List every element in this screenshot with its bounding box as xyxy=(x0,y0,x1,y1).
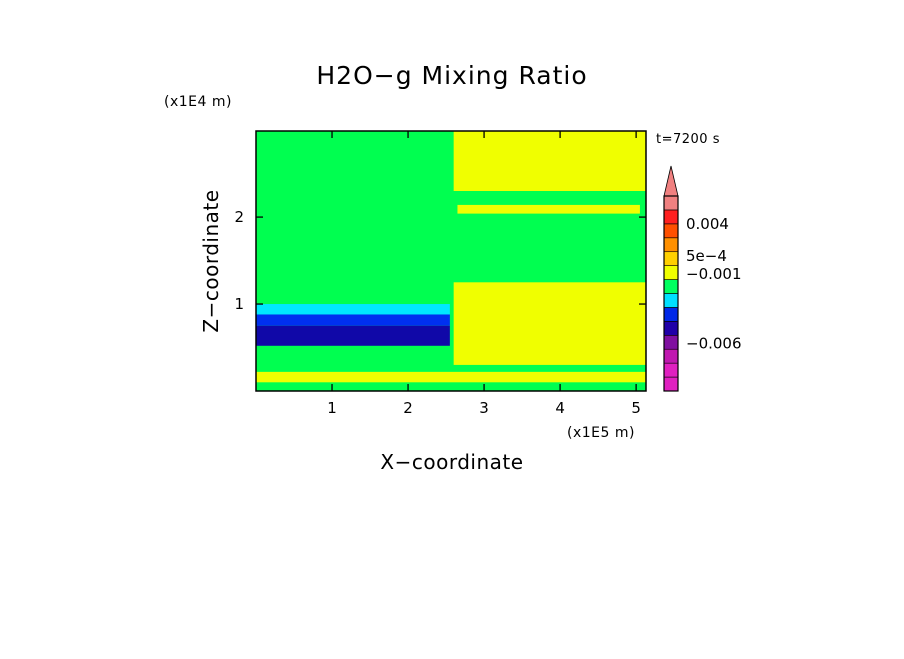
mixing-ratio-field xyxy=(256,131,646,391)
x-axis-label: X−coordinate xyxy=(380,450,523,474)
x-tick-label-5: 5 xyxy=(631,399,641,417)
colorbar-level-13 xyxy=(663,195,679,211)
colorbar-level-3 xyxy=(663,334,679,350)
x-tick-label-2: 2 xyxy=(403,399,413,417)
colorbar-level-1 xyxy=(663,362,679,378)
region-lower-left-blue xyxy=(256,314,450,326)
colorbar-label-0: 0.004 xyxy=(686,215,729,233)
y-axis-label: Z−coordinate xyxy=(199,189,223,332)
chart-title: H2O−g Mixing Ratio xyxy=(316,61,587,90)
colorbar-label-3: −0.006 xyxy=(686,335,742,353)
colorbar: 0.004 5e−4−0.001 −0.006 xyxy=(663,165,742,392)
colorbar-level-9 xyxy=(663,251,679,266)
colorbar-level-8 xyxy=(663,265,679,280)
colorbar-level-11 xyxy=(663,223,679,239)
x-axis-ticks: 1 2 3 4 5 xyxy=(327,131,641,417)
colorbar-level-0 xyxy=(663,376,679,392)
region-right-lower-yellow xyxy=(453,282,646,365)
region-mid-band-yellow xyxy=(457,204,640,214)
y-scale-label: (x1E4 m) xyxy=(164,94,232,110)
colorbar-level-6 xyxy=(663,293,679,308)
x-tick-label-3: 3 xyxy=(479,399,489,417)
x-tick-label-1: 1 xyxy=(327,399,337,417)
region-lower-left-cyan xyxy=(256,304,450,315)
colorbar-level-7 xyxy=(663,279,679,294)
plot-frame xyxy=(255,130,647,392)
region-lower-left-navy xyxy=(256,325,450,346)
time-label: t=7200 s xyxy=(656,132,720,147)
region-right-upper-yellow xyxy=(453,131,646,191)
x-tick-label-4: 4 xyxy=(555,399,565,417)
colorbar-label-2: −0.001 xyxy=(686,265,742,283)
y-axis-ticks: 12 xyxy=(234,208,646,313)
colorbar-extend-arrow xyxy=(663,165,679,197)
x-scale-label: (x1E5 m) xyxy=(567,425,635,441)
colorbar-frame xyxy=(663,195,679,392)
y-tick-label-1: 1 xyxy=(234,295,244,313)
region-near-surface-yellow xyxy=(256,371,646,383)
colorbar-level-4 xyxy=(663,321,679,336)
colorbar-level-10 xyxy=(663,237,679,253)
colorbar-level-5 xyxy=(663,307,679,322)
colorbar-level-2 xyxy=(663,348,679,364)
colorbar-label-1: 5e−4 xyxy=(686,247,727,265)
colorbar-level-12 xyxy=(663,209,679,225)
y-tick-label-2: 2 xyxy=(234,208,244,226)
